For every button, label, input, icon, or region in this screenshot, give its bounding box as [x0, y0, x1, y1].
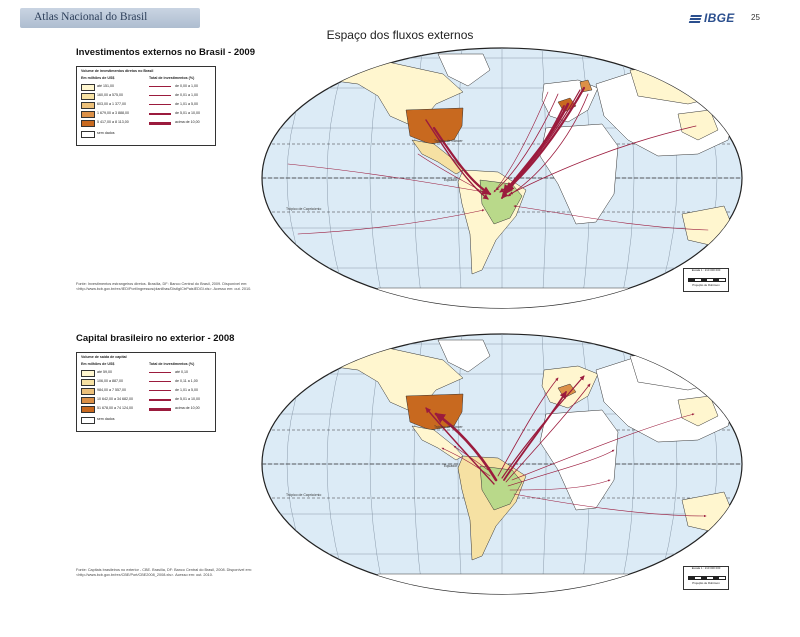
- flow-lines: [287, 86, 709, 235]
- china: [677, 109, 719, 141]
- map-title-2: Capital brasileiro no exterior - 2008: [76, 333, 235, 344]
- map-title-1: Investimentos externos no Brasil - 2009: [76, 47, 255, 58]
- legend-swatch: [81, 131, 95, 138]
- legend-class-label: sem dados: [97, 131, 115, 135]
- legend-col-left: Em milhões de US$: [81, 76, 115, 80]
- legend-class-label: até 151,00: [97, 84, 114, 88]
- projection-label: Projeção de Robinson: [692, 581, 720, 585]
- legend-flow-label: acima de 10,00: [175, 120, 200, 124]
- legend-flow-label: de 1,01 a 5,00: [175, 102, 198, 106]
- legend-flow-line: [149, 381, 171, 382]
- legend-class-label: 603,00 a 1 377,00: [97, 102, 126, 106]
- legend-flow-line: [149, 86, 171, 87]
- legend-flow-label: até 0,10: [175, 370, 188, 374]
- legend-class-label: 51 678,00 a 74 124,00: [97, 406, 133, 410]
- africa: [539, 409, 619, 511]
- page-number: 25: [751, 13, 760, 22]
- equator-label: Equador: [444, 178, 458, 182]
- ibge-logo: IBGE: [688, 11, 735, 25]
- scale-label: Escala 1 : 210 000 000: [691, 566, 721, 570]
- legend-heading: Volume de investimentos diretos no Brasi…: [81, 69, 154, 73]
- legend-class-label: 160,00 a 575,00: [97, 93, 123, 97]
- legend-flow-line: [149, 408, 171, 411]
- flow-lines: [425, 375, 707, 518]
- projection-label: Projeção de Robinson: [692, 283, 720, 287]
- legend-swatch: [81, 93, 95, 100]
- legend-col-left: Em milhões de US$: [81, 362, 115, 366]
- ibge-logo-icon: [688, 14, 703, 23]
- mexico-central-america: [411, 139, 464, 175]
- world-map-2: Equador Trópico de Câncer Trópico de Cap…: [261, 333, 743, 595]
- scale-box-1: Escala 1 : 210 000 000 Projeção de Robin…: [683, 268, 729, 292]
- scale-bar: [688, 576, 726, 580]
- equator-label: Equador: [444, 464, 458, 468]
- cancer-label: Trópico de Câncer: [434, 425, 463, 429]
- africa: [539, 123, 619, 225]
- legend-2: Volume de saída de capital Em milhões de…: [76, 352, 216, 432]
- legend-flow-label: de 0,01 a 1,00: [175, 93, 198, 97]
- legend-flow-label: acima de 10,00: [175, 406, 200, 410]
- legend-flow-label: de 1,01 a 5,00: [175, 388, 198, 392]
- legend-flow-label: de 0,00 a 1,00: [175, 84, 198, 88]
- legend-class-label: 984,00 a 7 557,00: [97, 388, 126, 392]
- legend-flow-label: de 5,01 a 10,00: [175, 397, 200, 401]
- capricorn-label: Trópico de Capricórnio: [286, 493, 321, 497]
- legend-class-label: 5 417,00 a 8 113,00: [97, 120, 129, 124]
- source-note-1: Fonte: Investimentos estrangeiros direto…: [76, 282, 252, 291]
- greenland: [437, 53, 491, 87]
- capricorn-label: Trópico de Capricórnio: [286, 207, 321, 211]
- legend-heading: Volume de saída de capital: [81, 355, 127, 359]
- legend-class-label: sem dados: [97, 417, 115, 421]
- legend-class-label: 10 642,00 a 34 682,00: [97, 397, 133, 401]
- usa: [405, 107, 464, 145]
- page-title: Espaço dos fluxos externos: [326, 28, 474, 42]
- legend-flow-label: de 5,01 a 10,00: [175, 111, 200, 115]
- legend-swatch: [81, 370, 95, 377]
- legend-swatch: [81, 417, 95, 424]
- usa: [405, 393, 464, 431]
- legend-swatch: [81, 120, 95, 127]
- legend-swatch: [81, 388, 95, 395]
- legend-swatch: [81, 102, 95, 109]
- legend-swatch: [81, 397, 95, 404]
- atlas-title: Atlas Nacional do Brasil: [34, 11, 148, 23]
- greenland: [437, 339, 491, 373]
- legend-flow-line: [149, 372, 171, 373]
- legend-flow-line: [149, 104, 171, 106]
- legend-class-label: até 59,00: [97, 370, 112, 374]
- legend-flow-line: [149, 390, 171, 392]
- header-band: [20, 8, 200, 28]
- logo-text: IBGE: [704, 11, 735, 25]
- china: [677, 395, 719, 427]
- legend-swatch: [81, 84, 95, 91]
- world-map-1: Equador Trópico de Câncer Trópico de Cap…: [261, 47, 743, 309]
- legend-col-right: Total de investimentos (%): [149, 362, 195, 366]
- cancer-label: Trópico de Câncer: [434, 139, 463, 143]
- legend-class-label: 1 679,00 a 3 888,00: [97, 111, 129, 115]
- legend-swatch: [81, 379, 95, 386]
- legend-flow-line: [149, 113, 171, 115]
- scale-label: Escala 1 : 210 000 000: [691, 268, 721, 272]
- source-note-2: Fonte: Capitais brasileiros no exterior …: [76, 568, 252, 577]
- legend-col-right: Total de investimentos (%): [149, 76, 195, 80]
- brazil: [479, 465, 523, 511]
- mexico-central-america: [411, 425, 464, 461]
- legend-1: Volume de investimentos diretos no Brasi…: [76, 66, 216, 146]
- scale-box-2: Escala 1 : 210 000 000 Projeção de Robin…: [683, 566, 729, 590]
- legend-flow-line: [149, 399, 171, 401]
- scale-bar: [688, 278, 726, 282]
- legend-swatch: [81, 111, 95, 118]
- legend-class-label: 106,00 a 887,00: [97, 379, 123, 383]
- legend-flow-line: [149, 122, 171, 125]
- legend-swatch: [81, 406, 95, 413]
- legend-flow-label: de 0,11 a 1,00: [175, 379, 198, 383]
- legend-flow-line: [149, 95, 171, 96]
